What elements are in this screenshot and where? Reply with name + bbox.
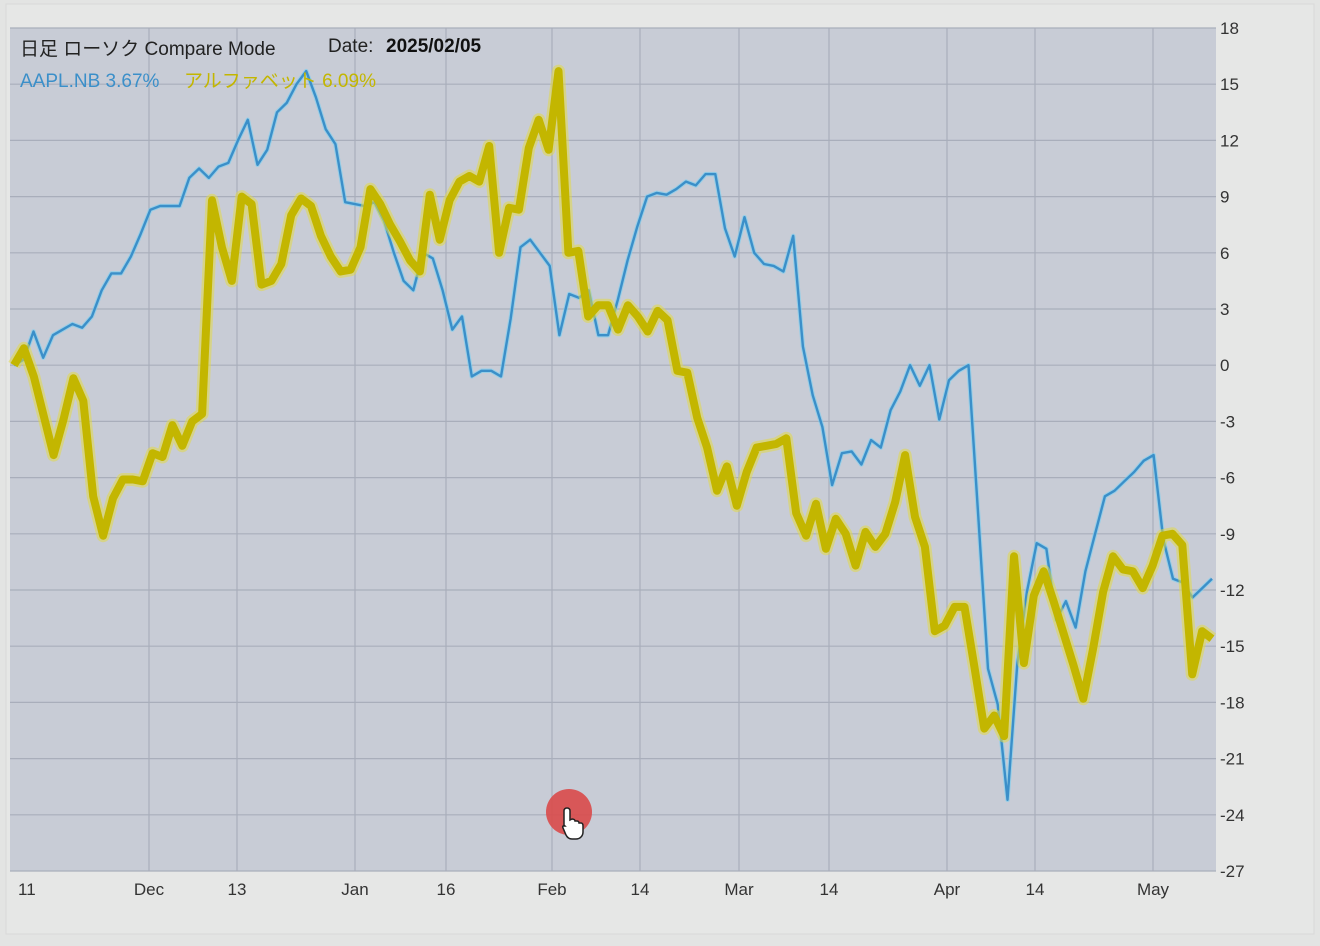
x-tick-label: Dec bbox=[134, 880, 165, 899]
y-tick-label: 3 bbox=[1220, 300, 1229, 319]
y-tick-label: 18 bbox=[1220, 19, 1239, 38]
legend-item-aapl: AAPL.NB 3.67% bbox=[20, 71, 160, 92]
mouse-cursor bbox=[546, 789, 592, 840]
y-tick-label: -18 bbox=[1220, 693, 1245, 712]
x-tick-label: Apr bbox=[934, 880, 961, 899]
y-tick-label: 15 bbox=[1220, 75, 1239, 94]
y-tick-label: -3 bbox=[1220, 412, 1235, 431]
y-tick-label: -27 bbox=[1220, 862, 1245, 881]
series-line-alphabet bbox=[10, 67, 1215, 741]
y-tick-label: -9 bbox=[1220, 525, 1235, 544]
x-tick-label: 11 bbox=[18, 880, 36, 899]
y-tick-label: -15 bbox=[1220, 637, 1245, 656]
x-tick-label: 14 bbox=[820, 880, 839, 899]
y-tick-label: 6 bbox=[1220, 244, 1229, 263]
y-tick-label: 9 bbox=[1220, 188, 1229, 207]
y-tick-label: 12 bbox=[1220, 131, 1239, 150]
date-value: 2025/02/05 bbox=[386, 36, 482, 57]
y-tick-label: -24 bbox=[1220, 806, 1245, 825]
x-tick-label: 16 bbox=[437, 880, 456, 899]
hand-pointer-icon bbox=[562, 807, 584, 840]
y-tick-label: -12 bbox=[1220, 581, 1245, 600]
legend-item-alphabet: アルファベット 6.09% bbox=[184, 71, 376, 92]
y-axis-ticks: 18 15 12 9 6 3 0 -3 -6 -9 -12 -15 -18 -21 -24 -27 bbox=[1220, 19, 1245, 881]
y-tick-label: 0 bbox=[1220, 356, 1229, 375]
x-tick-label: Mar bbox=[724, 880, 754, 899]
series-lines bbox=[8, 64, 1216, 803]
x-tick-label: 13 bbox=[228, 880, 247, 899]
x-axis-ticks: 11 Dec 13 Jan 16 Feb 14 Mar 14 Apr 14 May bbox=[18, 880, 1170, 899]
date-label: Date: bbox=[328, 36, 373, 57]
y-tick-label: -6 bbox=[1220, 469, 1235, 488]
x-tick-label: 14 bbox=[631, 880, 650, 899]
plot-area bbox=[10, 28, 1216, 871]
x-tick-label: 14 bbox=[1026, 880, 1045, 899]
x-tick-label: Jan bbox=[341, 880, 368, 899]
x-tick-label: May bbox=[1137, 880, 1170, 899]
x-tick-label: Feb bbox=[537, 880, 566, 899]
y-tick-label: -21 bbox=[1220, 750, 1245, 769]
chart-title: 日足 ローソク Compare Mode bbox=[20, 38, 276, 60]
